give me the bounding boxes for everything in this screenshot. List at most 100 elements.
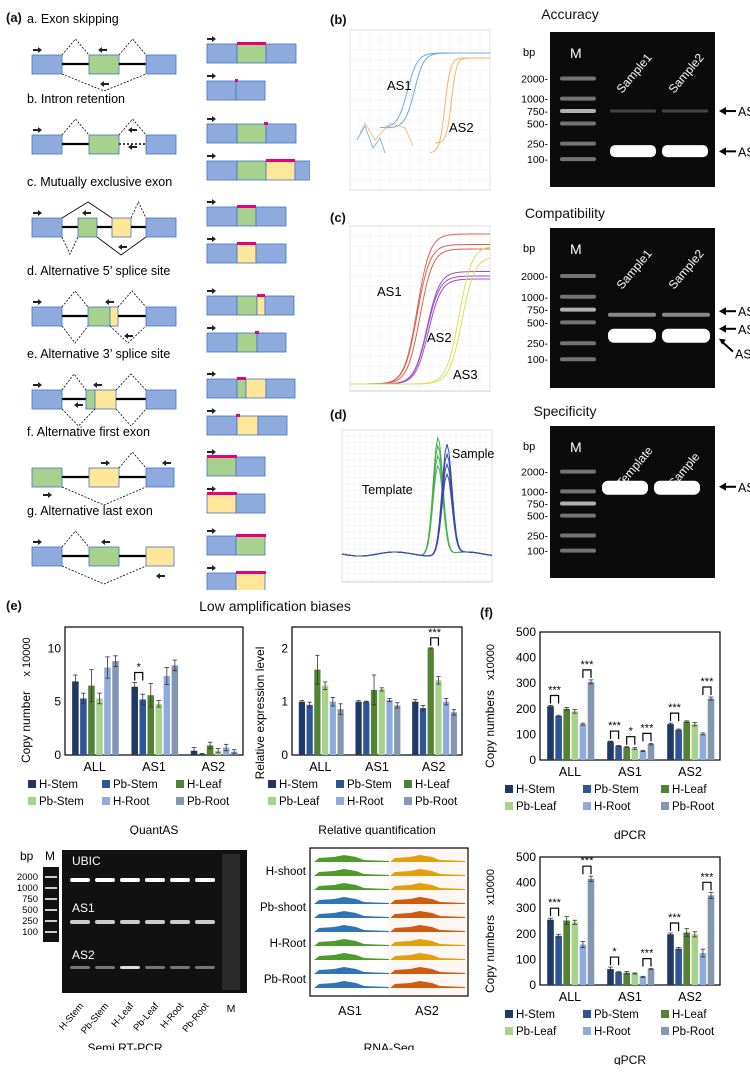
chart-caption: qPCR (614, 1053, 646, 1065)
ladder-band (45, 909, 57, 911)
ladder-band (560, 294, 596, 299)
bar-pb-leaf (378, 689, 385, 755)
y-tick-label: 300 (516, 901, 536, 915)
forward-primer-icon (33, 299, 42, 305)
bar-h-root (386, 700, 393, 755)
transcript-segment (255, 206, 287, 227)
as2-band (95, 966, 115, 969)
as1-band (70, 920, 90, 924)
splice-junction (109, 325, 147, 344)
exon-box (31, 467, 63, 488)
bar-pb-root (647, 969, 655, 985)
transcript-segment (206, 123, 238, 144)
chart-caption: dPCR (614, 828, 646, 840)
panel-c-label: (c) (330, 210, 346, 225)
forward-primer-icon (33, 127, 42, 133)
splice-junction (61, 486, 147, 506)
bar-pb-stem (363, 701, 370, 755)
track-col-label: AS2 (415, 1004, 439, 1018)
legend-swatch (505, 1010, 513, 1018)
track-col-label: AS1 (338, 1004, 362, 1018)
bar-pb-leaf (631, 748, 639, 760)
bar-h-root (579, 944, 587, 985)
probe-bar (235, 79, 238, 82)
exon-box (88, 467, 120, 488)
legend-swatch (176, 797, 184, 805)
bar-h-root (104, 667, 111, 755)
y-tick-label: 500 (516, 850, 536, 864)
panel-b-title: Accuracy (541, 6, 599, 22)
bar-pb-root (707, 698, 715, 760)
legend-label: Pb-Root (187, 796, 230, 808)
legend-label: H-Leaf (415, 779, 450, 791)
chart-caption: Relative quantification (318, 823, 435, 835)
bar-h-leaf (427, 648, 434, 755)
exon-box (145, 217, 177, 238)
coverage-track (314, 869, 389, 876)
forward-primer-icon (207, 325, 216, 331)
legend-label: H-Stem (39, 779, 78, 791)
bar-pb-root (587, 878, 595, 985)
splice-junction (118, 451, 147, 469)
legend-swatch (102, 780, 110, 788)
ladder-size-label: 2000 (17, 872, 38, 883)
transcript-segment (235, 493, 266, 514)
marker-lane-label: M (570, 439, 582, 455)
exon-box (145, 546, 175, 567)
ladder-size-label: 2000- (521, 271, 548, 283)
event-label: f. Alternative first exon (27, 425, 150, 439)
bp-label: bp (20, 849, 34, 863)
legend-swatch (661, 1027, 669, 1035)
panel-c-title: Compatibility (524, 205, 606, 221)
legend-label: Pb-Stem (347, 779, 392, 791)
as2-curve (434, 57, 491, 144)
forward-primer-icon (207, 486, 216, 492)
exon-box (85, 389, 96, 410)
ubic-band (145, 878, 165, 882)
track-row-label: Pb-shoot (260, 902, 307, 914)
ladder-size-label: 1000 (17, 883, 38, 894)
bar-pb-stem (555, 715, 562, 760)
y-tick-label: 0 (529, 753, 536, 767)
panel-a-splicing-diagrams: a. Exon skipping b. Intron retention c. Mu… (0, 0, 311, 593)
relative-quantification-chart: 0 1 2 Relative expression level ALL AS1 AS2 ***… (253, 626, 463, 835)
ladder-band (560, 109, 596, 114)
forward-primer-icon (207, 36, 216, 42)
as1-band (662, 328, 710, 343)
arrow-head-icon (719, 324, 726, 333)
ladder-size-label: 250- (527, 530, 549, 542)
as1-curve-label: AS1 (377, 284, 402, 299)
ladder-band (560, 501, 596, 506)
ladder-band (45, 898, 57, 900)
y-axis-label: Copy number (19, 691, 33, 763)
transcript-segment (235, 80, 266, 101)
transcript-segment (265, 123, 297, 144)
lane-label: Pb-Root (180, 1001, 211, 1035)
ubic-band (195, 878, 215, 882)
arrow-label: AS1 (738, 145, 750, 159)
coverage-track (314, 855, 389, 862)
splicing-diagram-svg: a. Exon skipping b. Intron retention c. Mu… (27, 12, 311, 593)
reverse-primer-icon (156, 573, 165, 579)
transcript-segment (236, 160, 267, 181)
legend-swatch (102, 797, 110, 805)
bar-h-leaf (147, 695, 155, 755)
y-axis-label: Relative expression level (253, 647, 267, 780)
coverage-track (390, 953, 465, 960)
legend-label: Pb-Root (672, 1026, 715, 1038)
ubic-band (120, 878, 140, 882)
bar-h-root (329, 701, 336, 755)
forward-primer-icon (207, 73, 216, 79)
legend-label: H-Stem (279, 779, 318, 791)
bar-h-stem (547, 706, 554, 760)
legend-swatch (404, 780, 412, 788)
x-tick-label: AS2 (678, 990, 702, 1004)
ladder-size-label: 750- (527, 305, 549, 317)
event-label: d. Alternative 5’ splice site (27, 264, 170, 278)
coverage-track (314, 967, 389, 974)
significance-mark: *** (581, 855, 595, 867)
splice-junction (61, 373, 87, 391)
probe-bar (236, 414, 240, 417)
